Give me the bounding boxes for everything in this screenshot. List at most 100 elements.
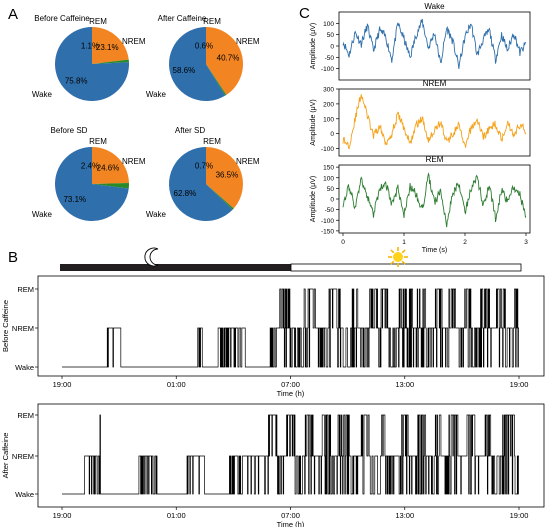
sun-ray [390, 249, 395, 254]
y-tick-label: 150 [323, 165, 334, 172]
stage-tick-label: REM [17, 285, 34, 294]
y-tick-label: 50 [327, 32, 335, 39]
pie-slice-nrem [92, 27, 129, 64]
y-tick-label: -150 [321, 228, 334, 235]
y-tick-label: -100 [321, 146, 334, 153]
pie-percent-label: 73.1% [63, 195, 86, 204]
pie-slice-nrem [92, 147, 129, 184]
trace-frame [338, 11, 531, 81]
x-tick-label: 13:00 [395, 380, 414, 389]
y-tick-label: -100 [321, 66, 334, 73]
pie-slice-wake [55, 27, 129, 102]
trace-frame [338, 88, 531, 157]
pie-title: Before SD [51, 126, 88, 135]
x-tick-label: 01:00 [167, 511, 186, 520]
x-tick-label: 07:00 [281, 380, 300, 389]
hypnogram-frame [37, 403, 545, 508]
x-tick-label: 2 [463, 239, 467, 246]
y-axis-label: Amplitude (μV) [310, 23, 317, 69]
pie-label-nrem: NREM [122, 157, 146, 166]
trace-line [342, 172, 527, 228]
pie-percent-label: 58.6% [173, 66, 196, 75]
trace-title: NREM [423, 79, 447, 88]
y-tick-label: -50 [325, 207, 335, 214]
x-axis-label: Time (h) [277, 520, 305, 527]
hypnogram-trace [62, 414, 519, 495]
y-tick-label: -100 [321, 218, 334, 225]
pie-label-nrem: NREM [122, 37, 146, 46]
x-tick-label: 1 [402, 239, 406, 246]
pie-percent-label: 0.7% [195, 162, 213, 171]
sun-ray [401, 249, 406, 254]
pie-percent-label: 36.5% [216, 171, 239, 180]
pie-title: After SD [175, 126, 205, 135]
trace-line [342, 18, 527, 70]
light-period-bar [290, 263, 522, 272]
y-tick-label: -50 [325, 55, 335, 62]
panel-letter-a: A [8, 6, 18, 23]
x-tick-label: 3 [524, 239, 528, 246]
y-tick-label: 0 [330, 131, 334, 138]
pie-title: Before Caffeine [34, 14, 90, 23]
panel-letter-c: C [299, 5, 310, 22]
x-tick-label: 19:00 [510, 380, 529, 389]
x-axis-label: Time (h) [277, 389, 305, 398]
pie-label-rem: REM [203, 17, 221, 26]
pie-label-nrem: NREM [236, 37, 260, 46]
y-tick-label: 0 [330, 44, 334, 51]
sun-ray [401, 260, 406, 265]
y-tick-label: 50 [327, 186, 335, 193]
pie-label-wake: Wake [32, 210, 53, 219]
y-tick-label: 0 [330, 197, 334, 204]
pie-label-wake: Wake [146, 90, 167, 99]
y-tick-label: 100 [323, 175, 334, 182]
stage-tick-label: Wake [15, 490, 34, 499]
trace-line [342, 94, 527, 150]
x-tick-label: 07:00 [281, 511, 300, 520]
sun-disc [393, 252, 403, 262]
x-tick-label: 19:00 [53, 511, 72, 520]
pie-label-wake: Wake [32, 90, 53, 99]
y-tick-label: 200 [323, 101, 334, 108]
stage-tick-label: NREM [12, 324, 34, 333]
y-axis-label: Amplitude (μV) [310, 99, 317, 145]
hypnogram-y-label: Before Caffeine [1, 300, 10, 352]
pie-title: After Caffeine [158, 14, 207, 23]
x-axis-label: Time (s) [422, 247, 447, 254]
pie-percent-label: 1.1% [81, 42, 99, 51]
pie-percent-label: 40.7% [217, 53, 240, 62]
pie-slice-nrem [206, 147, 243, 209]
pie-slice-rem [92, 59, 129, 64]
trace-title: Wake [424, 2, 445, 11]
sun-icon [388, 247, 408, 267]
hypnogram-y-label: After Caffeine [1, 433, 10, 479]
pie-percent-label: 24.6% [97, 164, 120, 173]
pie-label-rem: REM [89, 17, 107, 26]
pie-percent-label: 62.8% [174, 189, 197, 198]
stage-tick-label: NREM [12, 452, 34, 461]
pie-label-rem: REM [203, 137, 221, 146]
pie-label-rem: REM [89, 137, 107, 146]
pie-slice-nrem [206, 27, 244, 95]
pie-slice-wake [169, 27, 226, 102]
y-axis-label: Amplitude (μV) [310, 176, 317, 222]
pie-percent-label: 0.6% [195, 42, 213, 51]
dark-period-bar [60, 264, 291, 271]
hypnogram-frame [37, 275, 545, 377]
x-tick-label: 19:00 [510, 511, 529, 520]
x-tick-label: 0 [341, 239, 345, 246]
pie-slice-rem [206, 64, 227, 96]
pie-percent-label: 75.8% [65, 77, 88, 86]
pie-percent-label: 2.4% [81, 162, 99, 171]
moon-icon [144, 247, 159, 267]
y-tick-label: 100 [323, 116, 334, 123]
trace-title: REM [426, 155, 444, 164]
y-tick-label: 300 [323, 87, 334, 94]
panel-letter-b: B [8, 249, 18, 266]
stage-tick-label: Wake [15, 363, 34, 372]
y-tick-label: 100 [323, 21, 334, 28]
x-tick-label: 13:00 [395, 511, 414, 520]
pie-slice-rem [206, 184, 234, 210]
x-tick-label: 01:00 [167, 380, 186, 389]
